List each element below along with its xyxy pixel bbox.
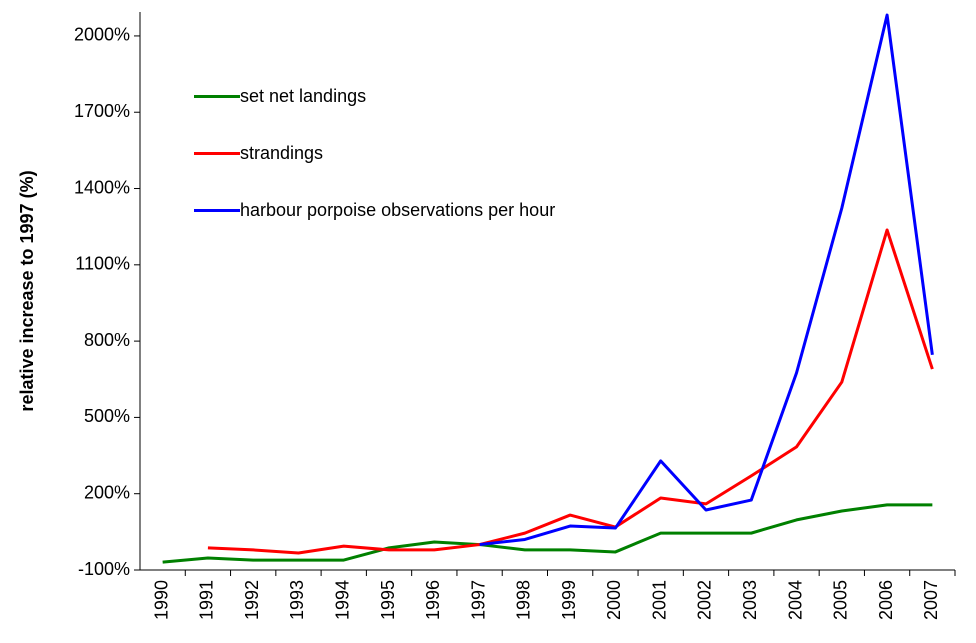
legend-item: set net landings xyxy=(194,83,560,109)
legend-swatch xyxy=(194,152,240,155)
x-tick-label: 1991 xyxy=(197,580,217,620)
x-tick-label: 2004 xyxy=(785,580,805,620)
x-tick-label: 1999 xyxy=(559,580,579,620)
y-tick-label: 1400% xyxy=(74,177,130,197)
x-tick-label: 1998 xyxy=(514,580,534,620)
x-tick-label: 1997 xyxy=(468,580,488,620)
y-tick-label: 200% xyxy=(84,482,130,502)
y-tick-label: 500% xyxy=(84,406,130,426)
x-tick-label: 1992 xyxy=(242,580,262,620)
x-tick-label: 1996 xyxy=(423,580,443,620)
x-tick-label: 2005 xyxy=(831,580,851,620)
series-line xyxy=(207,228,934,555)
x-tick-label: 1995 xyxy=(378,580,398,620)
x-tick-label: 1993 xyxy=(287,580,307,620)
series-line xyxy=(479,13,934,547)
legend-swatch xyxy=(194,209,240,212)
legend-label: harbour porpoise observations per hour xyxy=(240,200,556,220)
legend-item: strandings xyxy=(194,140,560,166)
y-axis-label: relative increase to 1997 (%) xyxy=(17,170,37,411)
legend-label: set net landings xyxy=(240,86,367,106)
legend-label: strandings xyxy=(240,143,324,163)
x-tick-label: 1994 xyxy=(333,580,353,620)
x-tick-label: 2006 xyxy=(876,580,896,620)
legend-swatch xyxy=(194,95,240,98)
x-tick-label: 2001 xyxy=(649,580,669,620)
y-tick-label: 1100% xyxy=(75,254,130,274)
y-tick-label: 2000% xyxy=(74,25,130,45)
y-tick-label: 1700% xyxy=(74,101,130,121)
x-tick-label: 2002 xyxy=(695,580,715,620)
y-tick-label: 800% xyxy=(84,330,130,350)
x-tick-label: 2003 xyxy=(740,580,760,620)
y-tick-label: -100% xyxy=(78,559,130,579)
x-tick-label: 1990 xyxy=(151,580,171,620)
x-tick-label: 2000 xyxy=(604,580,624,620)
legend-item: harbour porpoise observations per hour xyxy=(194,197,560,223)
x-tick-label: 2007 xyxy=(921,580,941,620)
series-line xyxy=(162,503,933,564)
